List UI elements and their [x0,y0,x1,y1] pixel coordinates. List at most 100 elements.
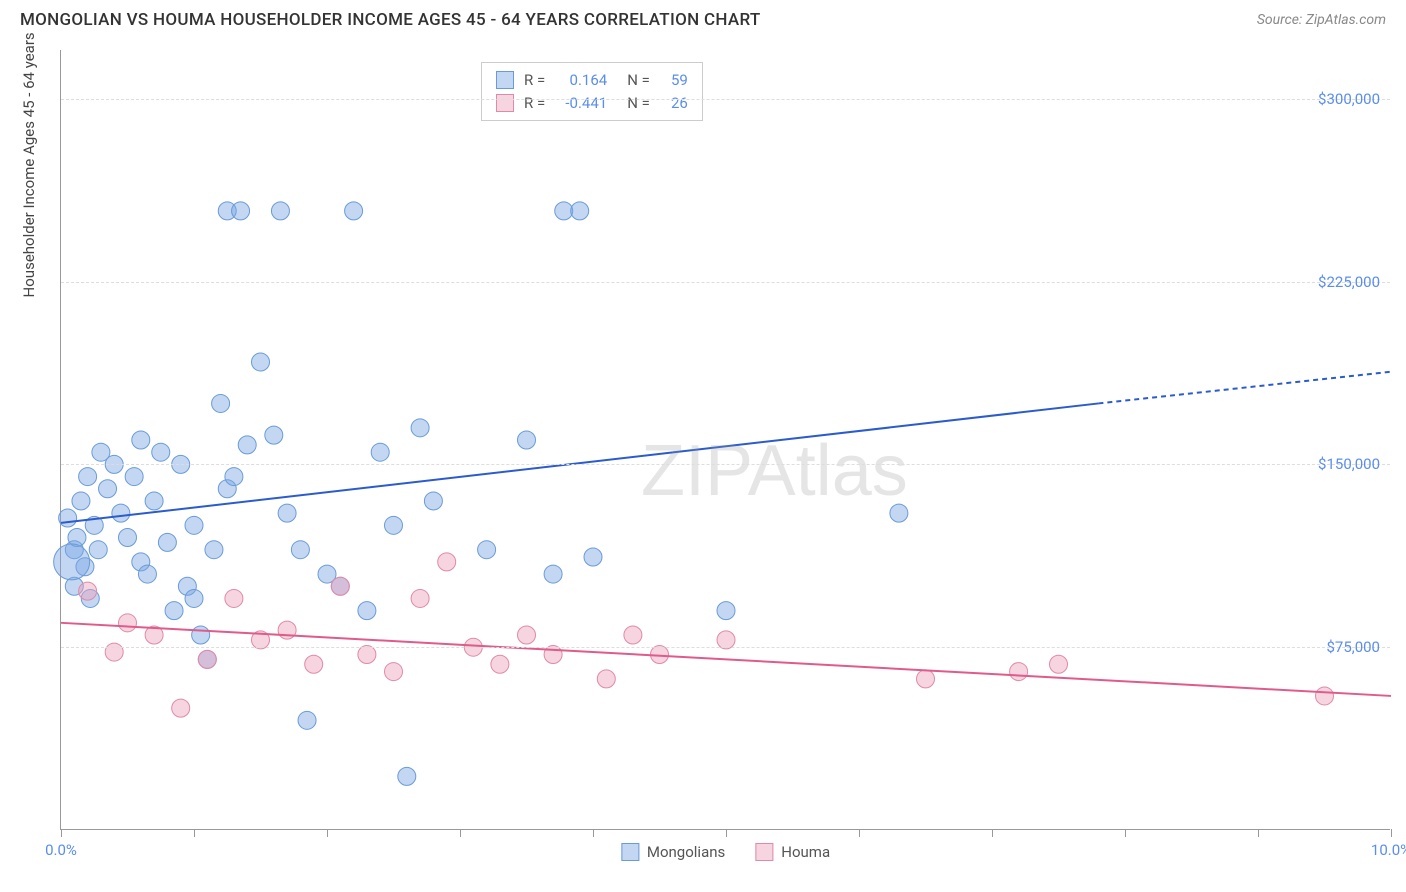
data-point [571,202,589,220]
data-point [185,589,203,607]
data-point [119,529,137,547]
data-point [79,582,97,600]
x-tick [1258,829,1259,837]
stat-legend-row: R =0.164N =59 [496,69,688,92]
data-point [152,443,170,461]
series-legend: Mongolians Houma [621,843,830,861]
data-point [424,492,442,510]
data-point [59,509,77,527]
data-point [212,394,230,412]
data-point [555,202,573,220]
gridline [61,99,1390,100]
x-tick [61,829,62,837]
data-point [411,419,429,437]
stat-r-value: -0.441 [555,92,607,115]
data-point [438,553,456,571]
y-axis-label: Householder Income Ages 45 - 64 years [20,32,38,297]
data-point [1316,687,1334,705]
data-point [225,589,243,607]
data-point [271,202,289,220]
data-point [544,565,562,583]
data-point [597,670,615,688]
data-point [491,655,509,673]
legend-item: Houma [755,843,830,861]
x-tick [194,829,195,837]
gridline [61,282,1390,283]
data-point [291,541,309,559]
x-tick [593,829,594,837]
data-point [138,565,156,583]
data-point [54,544,90,580]
data-point [518,431,536,449]
data-point [385,663,403,681]
x-tick-label: 0.0% [45,841,77,859]
data-point [145,492,163,510]
y-tick-label: $300,000 [1318,90,1380,108]
data-point [265,426,283,444]
data-point [105,643,123,661]
legend-item: Mongolians [621,843,725,861]
scatter-plot-svg [61,50,1390,829]
data-point [358,602,376,620]
data-point [890,504,908,522]
data-point [717,602,735,620]
stat-legend-row: R =-0.441N =26 [496,92,688,115]
legend-label: Houma [781,843,830,861]
data-point [544,646,562,664]
stat-r-value: 0.164 [555,69,607,92]
data-point [305,655,323,673]
data-point [345,202,363,220]
x-tick [1391,829,1392,837]
data-point [185,516,203,534]
data-point [385,516,403,534]
data-point [225,468,243,486]
y-tick-label: $150,000 [1318,455,1380,473]
stat-r-label: R = [524,92,545,115]
y-tick-label: $75,000 [1326,638,1380,656]
x-tick [992,829,993,837]
data-point [1010,663,1028,681]
data-point [125,468,143,486]
data-point [192,626,210,644]
data-point [158,533,176,551]
chart-plot-area: ZIPAtlas R =0.164N =59R =-0.441N =26 Mon… [60,50,1390,830]
chart-title: MONGOLIAN VS HOUMA HOUSEHOLDER INCOME AG… [20,10,761,30]
stat-n-label: N = [627,92,650,115]
data-point [278,504,296,522]
trend-line-extrapolated [1098,372,1391,404]
data-point [112,504,130,522]
data-point [624,626,642,644]
data-point [99,480,117,498]
x-tick [1125,829,1126,837]
data-point [298,711,316,729]
data-point [478,541,496,559]
y-tick-label: $225,000 [1318,273,1380,291]
data-point [717,631,735,649]
data-point [72,492,90,510]
data-point [238,436,256,454]
trend-line [61,403,1098,522]
correlation-stats-legend: R =0.164N =59R =-0.441N =26 [481,62,703,121]
stat-n-value: 59 [660,69,688,92]
data-point [411,589,429,607]
legend-swatch [755,843,773,861]
data-point [165,602,183,620]
data-point [198,650,216,668]
legend-label: Mongolians [647,843,725,861]
legend-swatch [496,94,514,112]
data-point [331,577,349,595]
data-point [172,699,190,717]
x-tick-label: 10.0% [1371,841,1406,859]
header: MONGOLIAN VS HOUMA HOUSEHOLDER INCOME AG… [0,0,1406,38]
data-point [1050,655,1068,673]
data-point [119,614,137,632]
data-point [358,646,376,664]
legend-swatch [496,71,514,89]
stat-n-label: N = [627,69,650,92]
x-tick [460,829,461,837]
data-point [398,767,416,785]
x-tick [859,829,860,837]
x-tick [726,829,727,837]
data-point [232,202,250,220]
x-tick [327,829,328,837]
